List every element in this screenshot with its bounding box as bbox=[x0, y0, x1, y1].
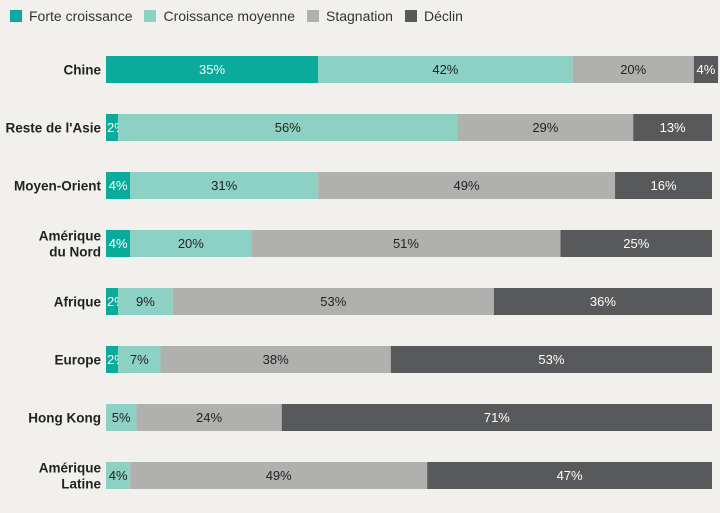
data-label: 4% bbox=[697, 62, 716, 77]
legend-item: Forte croissance bbox=[10, 8, 132, 24]
bar-segment bbox=[318, 56, 573, 83]
bar-segment bbox=[106, 56, 319, 83]
bar-segment bbox=[106, 404, 137, 431]
bar-segment bbox=[106, 288, 119, 315]
data-label: 20% bbox=[620, 62, 646, 77]
bar-segment bbox=[615, 172, 712, 199]
category-label: Chine bbox=[63, 63, 101, 78]
bar-segment bbox=[130, 172, 319, 199]
data-label: 53% bbox=[320, 294, 346, 309]
bar-segment bbox=[118, 346, 161, 373]
data-label: 16% bbox=[651, 178, 677, 193]
data-label: 4% bbox=[109, 236, 128, 251]
category-label: Afrique bbox=[54, 295, 102, 310]
bar-segment bbox=[572, 56, 694, 83]
legend: Forte croissance Croissance moyenne Stagna… bbox=[10, 4, 463, 28]
legend-swatch bbox=[10, 10, 22, 22]
category-label: Europe bbox=[54, 353, 101, 368]
data-label: 9% bbox=[136, 294, 155, 309]
data-label: 35% bbox=[199, 62, 225, 77]
category-label: Reste de l'Asie bbox=[5, 121, 101, 136]
bar-segment bbox=[281, 404, 712, 431]
legend-label: Déclin bbox=[423, 8, 463, 24]
data-label: 51% bbox=[393, 236, 419, 251]
bar-segment bbox=[118, 114, 458, 141]
bar-segment bbox=[390, 346, 712, 373]
data-label: 53% bbox=[538, 352, 564, 367]
data-label: 4% bbox=[109, 468, 128, 483]
bar-segment bbox=[693, 56, 719, 83]
data-label: 49% bbox=[454, 178, 480, 193]
bar-segment bbox=[106, 230, 131, 257]
legend-label: Stagnation bbox=[326, 8, 393, 24]
bar-segment bbox=[130, 230, 252, 257]
legend-swatch bbox=[404, 10, 417, 22]
bar-segment bbox=[136, 404, 282, 431]
category-label: Moyen-Orient bbox=[14, 179, 102, 194]
category-label: Hong Kong bbox=[28, 411, 101, 426]
bar-segment bbox=[318, 172, 616, 199]
bar-segment bbox=[633, 114, 712, 141]
bar-segment bbox=[160, 346, 391, 373]
data-label: 5% bbox=[112, 410, 131, 425]
bar-segment bbox=[130, 462, 428, 489]
legend-item: Déclin bbox=[404, 8, 463, 24]
data-label: 42% bbox=[432, 62, 458, 77]
bar-segment bbox=[106, 114, 119, 141]
legend-label: Croissance moyenne bbox=[163, 8, 295, 24]
data-label: 24% bbox=[196, 410, 222, 425]
data-label: 29% bbox=[532, 120, 558, 135]
legend-item: Stagnation bbox=[307, 8, 393, 24]
data-label: 38% bbox=[263, 352, 289, 367]
data-label: 13% bbox=[660, 120, 686, 135]
data-label: 4% bbox=[109, 178, 128, 193]
bar-segment bbox=[251, 230, 561, 257]
bar-segment bbox=[457, 114, 634, 141]
bar-segment bbox=[427, 462, 712, 489]
data-label: 25% bbox=[623, 236, 649, 251]
category-label: Amérique Latine bbox=[39, 461, 102, 492]
data-label: 36% bbox=[590, 294, 616, 309]
bar-segment bbox=[106, 346, 119, 373]
legend-label: Forte croissance bbox=[29, 8, 133, 24]
legend-swatch bbox=[144, 10, 157, 22]
bar-segment bbox=[106, 172, 131, 199]
bar-segment bbox=[106, 462, 131, 489]
data-label: 56% bbox=[275, 120, 301, 135]
data-label: 31% bbox=[211, 178, 237, 193]
data-label: 71% bbox=[484, 410, 510, 425]
data-label: 49% bbox=[266, 468, 292, 483]
data-label: 47% bbox=[557, 468, 583, 483]
data-label: 20% bbox=[178, 236, 204, 251]
bar-segment bbox=[560, 230, 712, 257]
legend-swatch bbox=[307, 10, 319, 22]
bar-segment bbox=[118, 288, 173, 315]
data-label: 7% bbox=[130, 352, 149, 367]
bar-segment bbox=[172, 288, 494, 315]
legend-item: Croissance moyenne bbox=[144, 8, 295, 24]
bar-segment bbox=[493, 288, 712, 315]
category-label: Amérique du Nord bbox=[39, 229, 102, 260]
